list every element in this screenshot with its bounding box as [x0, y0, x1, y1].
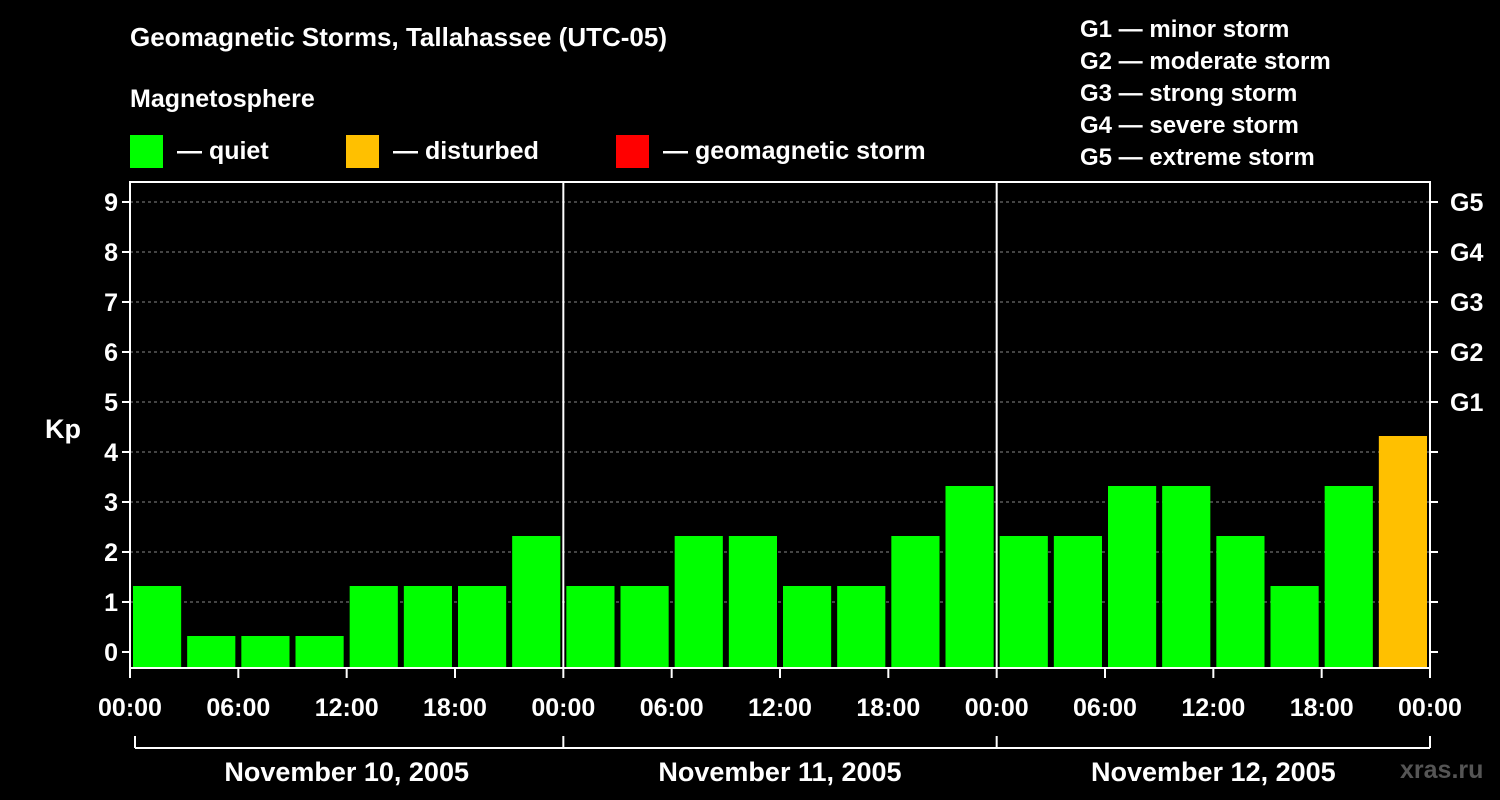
x-tick-label: 12:00 [1181, 694, 1245, 722]
kp-bar [891, 536, 940, 668]
kp-bar [1378, 436, 1427, 668]
kp-bar [783, 586, 832, 668]
kp-bar [999, 536, 1048, 668]
x-tick-label: 18:00 [423, 694, 487, 722]
x-tick-label: 18:00 [856, 694, 920, 722]
kp-bar [295, 636, 344, 668]
kp-bar [1053, 536, 1102, 668]
g-scale-label: G1 [1450, 389, 1483, 417]
x-tick-label: 00:00 [1398, 694, 1462, 722]
y-tick-label: 2 [104, 539, 118, 567]
kp-bar [837, 586, 886, 668]
legend-storm-swatch [616, 134, 649, 168]
kp-bar [620, 586, 669, 668]
chart-subtitle: Magnetosphere [130, 85, 315, 113]
y-tick-label: 7 [104, 289, 118, 317]
storm-scale-list: G1 — minor storm G2 — moderate storm G3 … [1080, 14, 1331, 174]
date-label: November 11, 2005 [658, 757, 901, 787]
y-tick-label: 6 [104, 339, 118, 367]
kp-bar [133, 586, 182, 668]
chart-title: Geomagnetic Storms, Tallahassee (UTC-05) [130, 22, 668, 52]
kp-bar [566, 586, 615, 668]
g-scale-label: G5 [1450, 189, 1483, 217]
kp-bar [458, 586, 507, 668]
y-tick-label: 0 [104, 639, 118, 667]
kp-bar [349, 586, 398, 668]
legend-storm-label: — geomagnetic storm [663, 136, 926, 165]
legend-quiet: — quiet [130, 134, 269, 168]
kp-bar [1162, 486, 1211, 668]
storm-scale-g3: G3 — strong storm [1080, 80, 1298, 107]
storm-scale-g5: G5 — extreme storm [1080, 144, 1315, 171]
kp-bar [1270, 586, 1319, 668]
date-label: November 10, 2005 [224, 757, 469, 787]
storm-scale-g1: G1 — minor storm [1080, 16, 1290, 43]
kp-bar [1108, 486, 1157, 668]
date-label: November 12, 2005 [1091, 757, 1336, 787]
legend-storm: — geomagnetic storm [616, 134, 926, 168]
kp-bar [1324, 486, 1373, 668]
x-tick-label: 06:00 [640, 694, 704, 722]
kp-bar [1216, 536, 1265, 668]
g-scale-label: G2 [1450, 339, 1483, 367]
kp-bar [187, 636, 236, 668]
y-tick-label: 4 [104, 439, 118, 467]
y-tick-label: 3 [104, 489, 118, 517]
legend-disturbed: — disturbed [346, 134, 539, 168]
y-tick-label: 5 [104, 389, 118, 417]
storm-scale-g2: G2 — moderate storm [1080, 48, 1331, 75]
g-scale-label: G4 [1450, 239, 1483, 267]
x-tick-label: 06:00 [206, 694, 270, 722]
legend-disturbed-swatch [346, 134, 379, 168]
x-tick-label: 12:00 [315, 694, 379, 722]
y-tick-label: 8 [104, 239, 118, 267]
watermark: xras.ru [1400, 756, 1484, 784]
kp-bar [728, 536, 777, 668]
x-tick-label: 00:00 [98, 694, 162, 722]
legend-disturbed-label: — disturbed [393, 136, 539, 165]
kp-bar [512, 536, 561, 668]
legend-quiet-label: — quiet [177, 136, 269, 165]
kp-bar [945, 486, 994, 668]
y-tick-label: 9 [104, 189, 118, 217]
x-tick-label: 00:00 [531, 694, 595, 722]
g-scale-label: G3 [1450, 289, 1483, 317]
kp-bar [241, 636, 290, 668]
x-tick-label: 18:00 [1290, 694, 1354, 722]
x-tick-label: 12:00 [748, 694, 812, 722]
storm-scale-g4: G4 — severe storm [1080, 112, 1299, 139]
kp-bar [674, 536, 723, 668]
legend-quiet-swatch [130, 134, 163, 168]
y-tick-label: 1 [104, 589, 118, 617]
x-tick-label: 06:00 [1073, 694, 1137, 722]
y-axis-label: Kp [45, 414, 81, 444]
kp-bar [403, 586, 452, 668]
x-tick-label: 00:00 [965, 694, 1029, 722]
